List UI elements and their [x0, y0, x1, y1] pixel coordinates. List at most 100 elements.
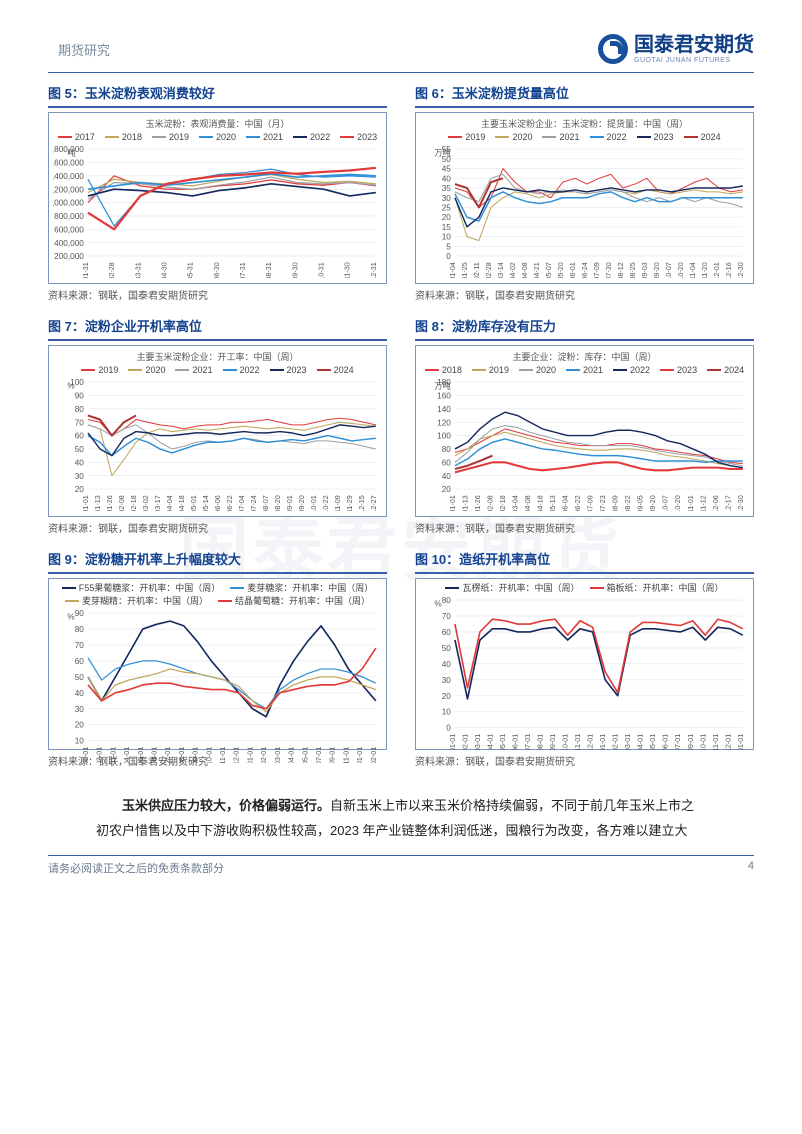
- svg-text:05-07: 05-07: [544, 262, 553, 278]
- svg-text:2023-01-01: 2023-01-01: [245, 746, 254, 762]
- svg-text:08-12: 08-12: [616, 262, 625, 278]
- svg-text:50: 50: [75, 673, 85, 682]
- svg-text:80: 80: [442, 445, 452, 454]
- svg-text:90: 90: [75, 391, 85, 400]
- svg-text:02-08: 02-08: [117, 495, 126, 511]
- svg-text:80: 80: [75, 405, 85, 414]
- chart-source: 资料来源：钢联，国泰君安期货研究: [415, 753, 754, 768]
- svg-text:09-01: 09-01: [285, 495, 294, 511]
- svg-text:05-13: 05-13: [548, 495, 557, 511]
- svg-text:08-20: 08-20: [273, 495, 282, 511]
- svg-text:80: 80: [75, 625, 85, 634]
- svg-text:12-30: 12-30: [736, 495, 745, 511]
- svg-text:06-30: 06-30: [212, 262, 221, 278]
- brand-cn: 国泰君安期货: [634, 35, 754, 55]
- chart-title: 图 5：玉米淀粉表观消费较好: [48, 83, 387, 102]
- chart-frame: 主要玉米淀粉企业：开工率：中国（周）2019202020212022202320…: [48, 345, 387, 517]
- svg-text:2022-07-01: 2022-07-01: [163, 746, 172, 762]
- svg-text:2022-07-01: 2022-07-01: [523, 734, 532, 750]
- svg-text:01-26: 01-26: [105, 495, 114, 511]
- svg-text:10: 10: [75, 736, 85, 745]
- svg-text:2022-03-01: 2022-03-01: [108, 746, 117, 762]
- svg-text:2023-02-01: 2023-02-01: [259, 746, 268, 762]
- svg-text:2023-03-01: 2023-03-01: [623, 734, 632, 750]
- svg-text:600,000: 600,000: [54, 225, 84, 234]
- svg-text:35: 35: [442, 184, 452, 193]
- chart-c7: 图 7：淀粉企业开机率高位 主要玉米淀粉企业：开工率：中国（周）20192020…: [48, 316, 387, 535]
- svg-text:09-20: 09-20: [648, 495, 657, 511]
- svg-text:20: 20: [75, 720, 85, 729]
- svg-text:2022-10-01: 2022-10-01: [204, 746, 213, 762]
- svg-text:07-09: 07-09: [592, 262, 601, 278]
- svg-text:03-17: 03-17: [153, 495, 162, 511]
- chart-source: 资料来源：钢联，国泰君安期货研究: [415, 520, 754, 535]
- svg-text:2022-12-01: 2022-12-01: [232, 746, 241, 762]
- svg-text:40: 40: [75, 688, 85, 697]
- svg-text:12-06: 12-06: [711, 495, 720, 511]
- svg-text:12-15: 12-15: [357, 495, 366, 511]
- svg-text:%: %: [67, 381, 75, 390]
- svg-text:万吨: 万吨: [434, 380, 450, 390]
- svg-text:10-07: 10-07: [664, 262, 673, 278]
- svg-text:07-23: 07-23: [598, 495, 607, 511]
- svg-text:万吨: 万吨: [434, 147, 450, 157]
- svg-text:04-21: 04-21: [532, 262, 541, 278]
- svg-text:10-20: 10-20: [676, 262, 685, 278]
- svg-text:50: 50: [75, 445, 85, 454]
- svg-text:2022-11-01: 2022-11-01: [218, 746, 227, 762]
- svg-text:02-08: 02-08: [486, 495, 495, 511]
- svg-text:12-01: 12-01: [712, 262, 721, 278]
- svg-text:2022-11-01: 2022-11-01: [573, 734, 582, 750]
- svg-text:1,200,000: 1,200,000: [53, 185, 84, 194]
- svg-text:09-03: 09-03: [640, 262, 649, 278]
- chart-c10: 图 10：造纸开机率高位 瓦楞纸：开机率：中国（周）箱板纸：开机率：中国（周） …: [415, 549, 754, 768]
- svg-text:04-30: 04-30: [159, 262, 168, 278]
- svg-text:03-02: 03-02: [141, 495, 150, 511]
- svg-text:2022-03-01: 2022-03-01: [473, 734, 482, 750]
- svg-text:04-08: 04-08: [520, 262, 529, 278]
- svg-text:2023-01-01: 2023-01-01: [598, 734, 607, 750]
- svg-text:04-18: 04-18: [177, 495, 186, 511]
- svg-text:07-04: 07-04: [237, 495, 246, 511]
- svg-text:06-06: 06-06: [213, 495, 222, 511]
- chart-frame: 主要企业：淀粉：库存：中国（周）201820192020202120222023…: [415, 345, 754, 517]
- page-header: 期货研究 国泰君安期货 GUOTAI JUNAN FUTURES: [0, 0, 802, 68]
- svg-text:1,000,000: 1,000,000: [53, 198, 84, 207]
- svg-text:11-04: 11-04: [688, 262, 697, 278]
- svg-text:06-04: 06-04: [561, 495, 570, 511]
- svg-text:0: 0: [446, 723, 451, 732]
- svg-text:10: 10: [442, 232, 452, 241]
- svg-text:11-30: 11-30: [343, 262, 352, 278]
- svg-text:20: 20: [442, 485, 452, 494]
- svg-text:08-31: 08-31: [264, 262, 273, 278]
- svg-text:2022-04-01: 2022-04-01: [122, 746, 131, 762]
- svg-text:12-27: 12-27: [369, 495, 378, 511]
- svg-text:2023-11-01: 2023-11-01: [711, 734, 720, 750]
- brand-en: GUOTAI JUNAN FUTURES: [634, 57, 754, 64]
- svg-text:20: 20: [442, 213, 452, 222]
- svg-text:07-24: 07-24: [249, 495, 258, 511]
- svg-text:10-01: 10-01: [309, 495, 318, 511]
- svg-text:70: 70: [75, 641, 85, 650]
- chart-frame: 瓦楞纸：开机率：中国（周）箱板纸：开机率：中国（周） 0102030405060…: [415, 578, 754, 750]
- svg-text:2022-02-01: 2022-02-01: [460, 734, 469, 750]
- svg-text:07-09: 07-09: [586, 495, 595, 511]
- svg-text:2022-06-01: 2022-06-01: [149, 746, 158, 762]
- svg-text:70: 70: [75, 418, 85, 427]
- svg-text:04-08: 04-08: [523, 495, 532, 511]
- chart-c9: 图 9：淀粉糖开机率上升幅度较大 F55果葡糖浆：开机率：中国（周）麦芽糖浆：开…: [48, 549, 387, 768]
- svg-text:80: 80: [442, 596, 452, 605]
- svg-text:40: 40: [442, 660, 452, 669]
- svg-text:60: 60: [75, 431, 85, 440]
- chart-title: 图 9：淀粉糖开机率上升幅度较大: [48, 549, 387, 568]
- svg-text:30: 30: [75, 704, 85, 713]
- svg-text:60: 60: [442, 628, 452, 637]
- svg-text:01-13: 01-13: [460, 495, 469, 511]
- svg-text:30: 30: [442, 676, 452, 685]
- svg-text:2023-11-01: 2023-11-01: [341, 746, 350, 762]
- svg-text:02-28: 02-28: [107, 262, 116, 278]
- svg-text:2022-12-01: 2022-12-01: [586, 734, 595, 750]
- svg-text:12-30: 12-30: [736, 262, 745, 278]
- svg-text:03-04: 03-04: [511, 495, 520, 511]
- svg-text:2023-03-01: 2023-03-01: [273, 746, 282, 762]
